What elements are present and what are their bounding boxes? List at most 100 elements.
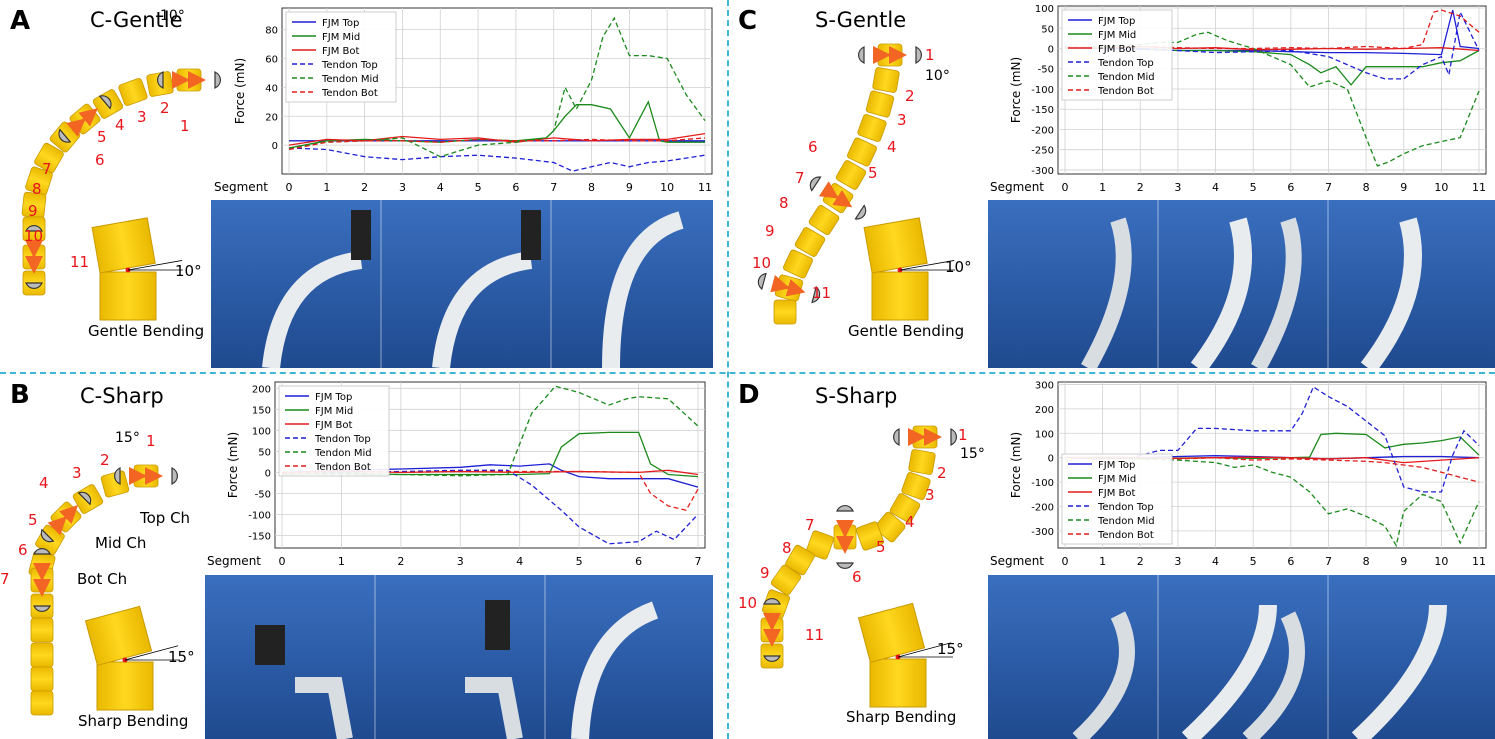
y-tick-label: 0 (272, 141, 278, 152)
angle-top-d: 15° (960, 446, 985, 462)
legend-label: Tendon Bot (314, 462, 371, 473)
x-tick-label: 6 (635, 555, 642, 568)
segment-number: 6 (808, 138, 818, 156)
series-line (281, 463, 699, 488)
x-tick-label: 7 (1325, 181, 1332, 194)
x-tick-label: 8 (1363, 181, 1370, 194)
segment-number: 11 (805, 626, 824, 644)
bending-label-c: Gentle Bending (848, 322, 965, 340)
legend-box (278, 385, 390, 477)
x-tick-label: 4 (1212, 555, 1219, 568)
chamber-cap (33, 548, 51, 612)
segment-number: 6 (852, 568, 862, 586)
x-tick-label: 5 (475, 181, 482, 194)
x-tick-label: 2 (1137, 181, 1144, 194)
segment-number: 2 (100, 451, 110, 469)
y-tick-label: 200 (252, 384, 271, 395)
segment-number: 5 (28, 511, 38, 529)
robot-segment (770, 564, 802, 596)
legend-label: Tendon Mid (1097, 516, 1155, 527)
segment-number: 11 (812, 284, 831, 302)
y-tick-label: 40 (265, 83, 278, 94)
x-tick-label: 8 (1363, 555, 1370, 568)
robot-segment (783, 249, 813, 279)
robot-segment (30, 690, 54, 716)
x-tick-label: 2 (361, 181, 368, 194)
segment-number: 1 (180, 117, 190, 135)
robot-segment (865, 90, 895, 118)
robot-segment (118, 78, 148, 106)
segment-number: 6 (18, 541, 28, 559)
angle-top-a: 10° (160, 8, 185, 24)
angle-detail-c: 10° (945, 258, 972, 276)
y-tick-label: 150 (252, 405, 271, 416)
angle-top-c: 10° (925, 68, 950, 84)
panel-letter-c: C (738, 6, 758, 36)
x-tick-label: 3 (399, 181, 406, 194)
segment-number: 2 (160, 99, 170, 117)
x-tick-label: 0 (286, 181, 293, 194)
x-tick-label: 6 (1287, 181, 1294, 194)
segment-number: 10 (752, 254, 771, 272)
panel-title-b: C-Sharp (80, 384, 164, 408)
bending-label-a: Gentle Bending (88, 322, 205, 340)
legend-label: Tendon Top (321, 60, 378, 71)
y-tick-label: 0 (1048, 45, 1054, 56)
robot-segment (30, 617, 54, 643)
y-tick-label: 100 (1035, 429, 1054, 440)
panel-title-c: S-Gentle (815, 8, 907, 32)
segment-number: 4 (887, 138, 897, 156)
experiment-photo-b (205, 575, 713, 739)
x-tick-label: 4 (516, 555, 523, 568)
segment-number: 10 (738, 594, 757, 612)
legend-label: FJM Bot (322, 46, 359, 57)
x-tick-label: 11 (1472, 181, 1486, 194)
bending-label-b: Sharp Bending (78, 712, 189, 730)
y-axis-label: Force (mN) (1009, 57, 1023, 123)
chamber-cap (836, 505, 854, 569)
x-tick-label: 5 (1250, 555, 1257, 568)
robot-segment (806, 530, 834, 560)
y-tick-label: -250 (1031, 146, 1054, 157)
x-tick-label: 9 (1400, 181, 1407, 194)
legend-label: Tendon Top (314, 434, 371, 445)
segment-number: 7 (0, 570, 10, 588)
segment-number: 3 (72, 464, 82, 482)
series-line (281, 431, 699, 478)
segment-number: 4 (905, 513, 915, 531)
robot-segment (30, 642, 54, 668)
y-axis-label: Force (mN) (233, 58, 247, 124)
robot-segment (773, 299, 797, 325)
legend-label: FJM Bot (1098, 44, 1135, 55)
x-tick-label: 8 (588, 181, 595, 194)
x-tick-label: 4 (1212, 181, 1219, 194)
y-tick-label: -200 (1031, 503, 1054, 514)
x-tick-label: 6 (1287, 555, 1294, 568)
series-line (281, 469, 699, 545)
legend-label: FJM Bot (315, 420, 352, 431)
robot-segment (808, 204, 840, 236)
segment-number: 5 (876, 538, 886, 556)
segment-number: 7 (805, 516, 815, 534)
segment-number: 8 (32, 180, 42, 198)
segment-number: 3 (897, 111, 907, 129)
x-tick-label: 2 (397, 555, 404, 568)
x-tick-label: 0 (1062, 555, 1069, 568)
y-tick-label: -100 (248, 510, 271, 521)
x-tick-label: 10 (1434, 555, 1448, 568)
panel-letter-a: A (10, 6, 31, 36)
x-tick-label: 5 (576, 555, 583, 568)
angle-detail-d: 15° (937, 640, 964, 658)
segment-number: 9 (765, 222, 775, 240)
angle-detail-a: 10° (175, 262, 202, 280)
segment-number: 4 (115, 116, 125, 134)
y-tick-label: 300 (1035, 380, 1054, 391)
x-tick-label: 9 (1400, 555, 1407, 568)
y-tick-label: -200 (1031, 125, 1054, 136)
robot-segment (100, 470, 130, 498)
x-tick-label: 11 (698, 181, 712, 194)
legend-label: FJM Mid (315, 406, 353, 417)
legend-label: FJM Bot (1098, 488, 1135, 499)
legend-label: Tendon Mid (1097, 72, 1155, 83)
